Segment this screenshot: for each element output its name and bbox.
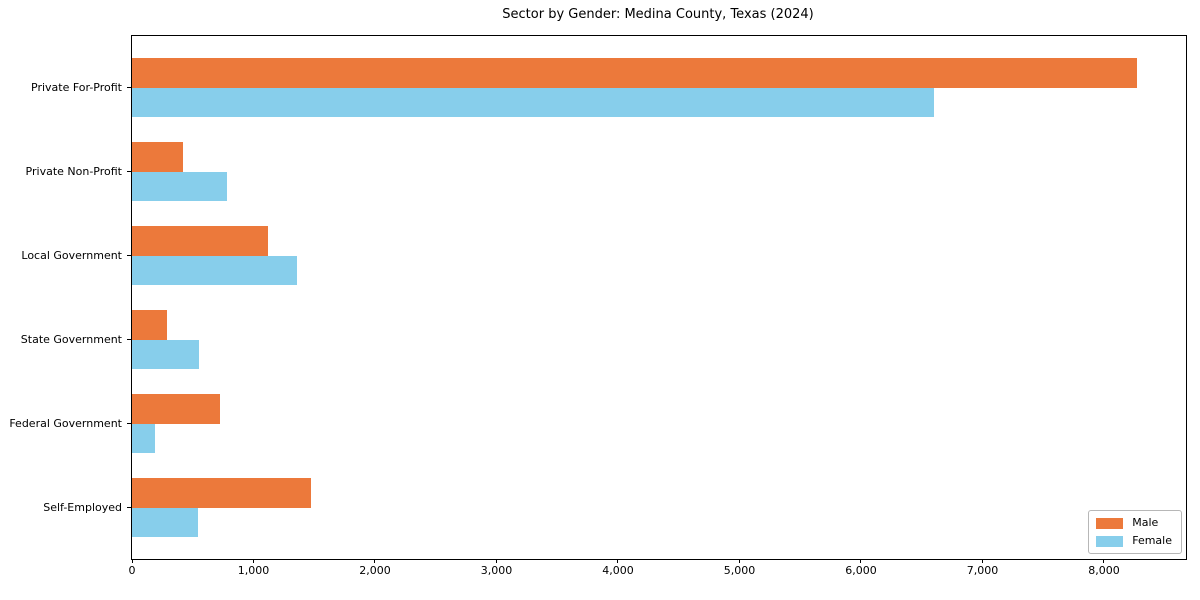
y-tick-mark [127, 423, 131, 425]
bar-female-4 [132, 339, 199, 370]
y-tick-label: Federal Government [9, 416, 122, 430]
y-tick-mark [127, 255, 131, 257]
chart-title: Sector by Gender: Medina County, Texas (… [502, 7, 814, 22]
x-tick-label: 1,000 [237, 564, 270, 577]
x-tick-label: 8,000 [1088, 564, 1120, 577]
y-tick-label: Local Government [21, 248, 122, 262]
y-tick-label: Self-Employed [43, 500, 122, 514]
bar-female-6 [132, 507, 198, 538]
legend-swatch-female [1096, 535, 1124, 547]
x-tick-label: 4,000 [602, 564, 634, 577]
x-tick-mark [617, 559, 619, 563]
x-tick-mark [738, 559, 740, 563]
x-tick-label: 2,000 [359, 564, 391, 577]
bar-female-1 [132, 87, 934, 118]
bar-female-2 [132, 171, 227, 202]
x-tick-mark [252, 559, 254, 563]
bar-male-3 [132, 226, 269, 256]
y-tick-mark [127, 171, 131, 173]
y-tick-mark [127, 339, 131, 341]
x-tick-label: 3,000 [480, 564, 513, 577]
x-tick-mark [374, 559, 376, 563]
legend-item-male: Male [1096, 517, 1172, 529]
x-tick-mark [131, 559, 133, 563]
y-tick-mark [127, 507, 131, 509]
bar-female-3 [132, 255, 298, 286]
x-tick-label: 5,000 [723, 564, 756, 577]
legend-label: Female [1132, 534, 1172, 547]
bar-female-5 [132, 423, 156, 454]
plot-area: Male Female [131, 35, 1187, 560]
legend-label: Male [1132, 516, 1159, 529]
bar-male-1 [132, 58, 1137, 88]
x-tick-label: 0 [128, 564, 136, 577]
bar-male-4 [132, 310, 168, 340]
y-tick-mark [127, 87, 131, 89]
y-tick-label: State Government [20, 332, 122, 346]
bar-male-6 [132, 478, 311, 508]
x-tick-label: 6,000 [845, 564, 877, 577]
y-tick-label: Private Non-Profit [25, 164, 122, 178]
x-tick-mark [981, 559, 983, 563]
bar-male-2 [132, 142, 183, 172]
x-tick-mark [860, 559, 862, 563]
y-tick-label: Private For-Profit [31, 80, 122, 94]
bar-male-5 [132, 394, 220, 424]
x-tick-mark [495, 559, 497, 563]
legend: Male Female [1088, 510, 1182, 554]
legend-item-female: Female [1096, 535, 1172, 547]
x-tick-mark [1103, 559, 1105, 563]
legend-swatch-male [1096, 517, 1124, 529]
x-tick-label: 7,000 [966, 564, 999, 577]
